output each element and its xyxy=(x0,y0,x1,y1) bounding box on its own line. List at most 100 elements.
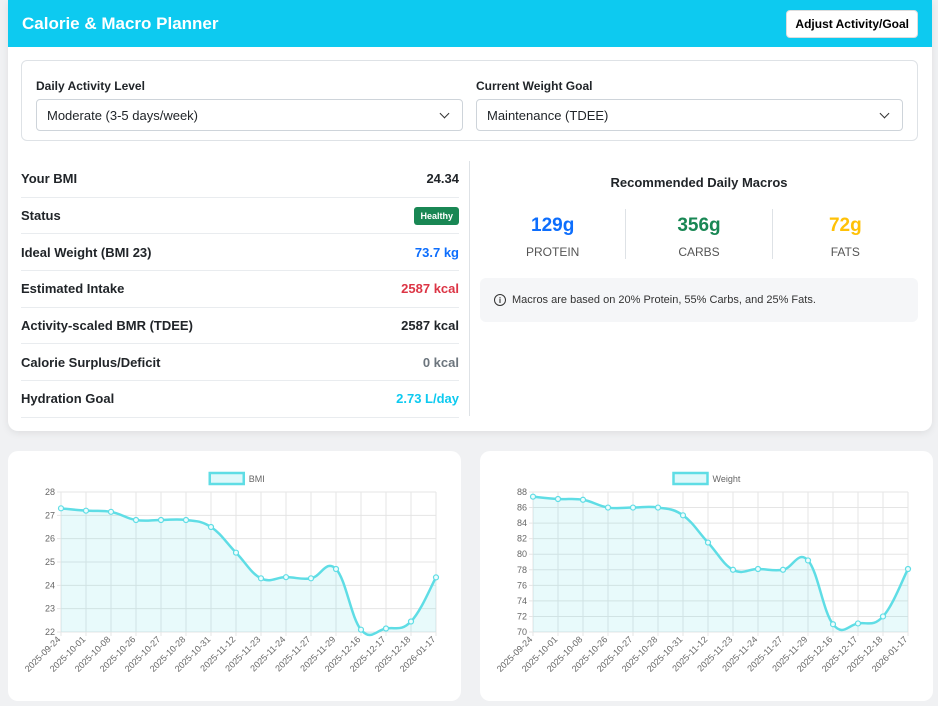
y-tick-label: 76 xyxy=(517,580,527,590)
y-tick-label: 70 xyxy=(517,627,527,637)
weight-chart-panel: 70 72 74 76 78 80 82 84 86 88 2025-09-24 2025-10-01… xyxy=(480,451,933,701)
y-tick-label: 84 xyxy=(517,518,527,528)
stat-value: 2587 kcal xyxy=(401,318,459,334)
y-tick-label: 86 xyxy=(517,503,527,513)
activity-select[interactable]: Moderate (3-5 days/week) xyxy=(36,99,463,131)
activity-label: Daily Activity Level xyxy=(36,79,145,93)
legend-swatch xyxy=(672,471,709,486)
bmi-chart-panel: 22 23 24 25 26 27 28 2025-09-24 2025-10-01 2025-1… xyxy=(8,451,461,701)
series-line xyxy=(532,495,910,632)
settings-panel: Daily Activity Level Moderate (3-5 days/… xyxy=(21,60,918,141)
macro-value: 356g xyxy=(677,215,721,236)
legend-label: BMI xyxy=(249,474,265,484)
data-point xyxy=(754,565,762,573)
legend-swatch xyxy=(208,471,245,486)
data-point xyxy=(779,566,787,573)
adjust-activity-goal-button[interactable]: Adjust Activity/Goal xyxy=(786,9,918,38)
data-point xyxy=(829,621,837,628)
macro-carbs: 356g CARBS xyxy=(626,209,773,259)
macro-fats: 72g FATS xyxy=(773,209,918,259)
stat-value: 0 kcal xyxy=(422,354,459,370)
y-tick-label: 78 xyxy=(517,565,527,575)
stat-value: 2.73 L/day xyxy=(396,391,459,407)
data-point xyxy=(107,508,115,515)
data-point xyxy=(382,625,390,632)
info-icon: i xyxy=(494,294,506,306)
y-tick-label: 22 xyxy=(45,627,55,637)
y-tick-label: 82 xyxy=(517,534,527,544)
bmi-chart: 222324252627282025-09-242025-10-012025-1… xyxy=(23,471,440,674)
data-point xyxy=(629,504,637,511)
stat-row-hydration: Hydration Goal 2.73 L/day xyxy=(21,381,459,418)
header-bar: Calorie & Macro Planner Adjust Activity/… xyxy=(8,0,932,47)
stat-row-surplus: Calorie Surplus/Deficit 0 kcal xyxy=(21,344,459,382)
stats-table: Your BMI 24.34 Status Healthy Ideal Weig… xyxy=(21,161,459,418)
stat-label: Status xyxy=(21,208,61,224)
goal-label: Current Weight Goal xyxy=(476,79,593,93)
y-tick-label: 26 xyxy=(45,534,55,544)
macro-value: 129g xyxy=(531,215,575,236)
data-point xyxy=(307,575,315,582)
chevron-down-icon xyxy=(879,108,890,118)
data-point xyxy=(82,507,90,514)
macros-panel: Recommended Daily Macros 129g PROTEIN 35… xyxy=(480,161,918,322)
stat-label: Calorie Surplus/Deficit xyxy=(21,354,161,370)
data-point xyxy=(57,505,65,512)
data-point xyxy=(804,557,812,564)
stat-value: 24.34 xyxy=(426,171,459,187)
planner-card: Calorie & Macro Planner Adjust Activity/… xyxy=(8,0,932,431)
macro-note-text: Macros are based on 20% Protein, 55% Car… xyxy=(512,294,816,306)
stat-label: Activity-scaled BMR (TDEE) xyxy=(21,318,193,334)
data-point xyxy=(854,620,862,627)
data-point xyxy=(432,574,440,581)
data-point xyxy=(282,574,290,581)
data-point xyxy=(357,626,365,633)
data-point xyxy=(257,575,265,582)
data-point xyxy=(604,504,612,511)
weight-chart: 707274767880828486882025-09-242025-10-01… xyxy=(495,471,912,674)
stat-value: 2587 kcal xyxy=(401,281,459,297)
series-line xyxy=(60,507,438,637)
data-point xyxy=(554,495,562,503)
series-area xyxy=(533,496,908,632)
stat-row-status: Status Healthy xyxy=(21,198,459,235)
data-point xyxy=(729,566,737,573)
goal-select-value: Maintenance (TDEE) xyxy=(487,107,609,123)
stat-row-intake: Estimated Intake 2587 kcal xyxy=(21,271,459,308)
macros-title: Recommended Daily Macros xyxy=(610,175,788,190)
data-point xyxy=(132,516,140,524)
stat-label: Hydration Goal xyxy=(21,391,115,407)
series-area xyxy=(61,508,436,636)
y-tick-label: 88 xyxy=(517,487,527,497)
data-point xyxy=(407,618,415,625)
chevron-down-icon xyxy=(439,108,450,118)
data-point xyxy=(157,516,165,524)
stat-label: Ideal Weight (BMI 23) xyxy=(21,244,152,260)
macro-row: 129g PROTEIN 356g CARBS 72g FATS xyxy=(480,209,918,259)
status-badge: Healthy xyxy=(414,206,459,225)
data-point xyxy=(332,565,340,573)
data-point xyxy=(879,613,887,620)
stat-value: 73.7 kg xyxy=(414,244,459,260)
stat-row-tdee: Activity-scaled BMR (TDEE) 2587 kcal xyxy=(21,308,459,345)
macro-protein: 129g PROTEIN xyxy=(480,209,627,259)
stat-label: Estimated Intake xyxy=(21,281,125,297)
y-tick-label: 24 xyxy=(45,580,55,590)
column-divider xyxy=(469,161,470,416)
legend-label: Weight xyxy=(713,474,741,484)
goal-group: Current Weight Goal Maintenance (TDEE) xyxy=(476,79,903,131)
y-tick-label: 25 xyxy=(45,557,55,567)
data-point xyxy=(654,504,662,511)
y-tick-label: 80 xyxy=(517,549,527,559)
macro-note: i Macros are based on 20% Protein, 55% C… xyxy=(480,278,918,322)
activity-select-value: Moderate (3-5 days/week) xyxy=(47,107,199,123)
data-point xyxy=(232,549,240,556)
stat-row-bmi: Your BMI 24.34 xyxy=(21,161,459,198)
goal-select[interactable]: Maintenance (TDEE) xyxy=(476,99,903,131)
data-point xyxy=(904,565,912,573)
data-point xyxy=(679,512,687,519)
data-point xyxy=(207,523,215,531)
data-point xyxy=(579,496,587,503)
macro-name: PROTEIN xyxy=(525,245,580,259)
page-title: Calorie & Macro Planner xyxy=(22,13,219,33)
